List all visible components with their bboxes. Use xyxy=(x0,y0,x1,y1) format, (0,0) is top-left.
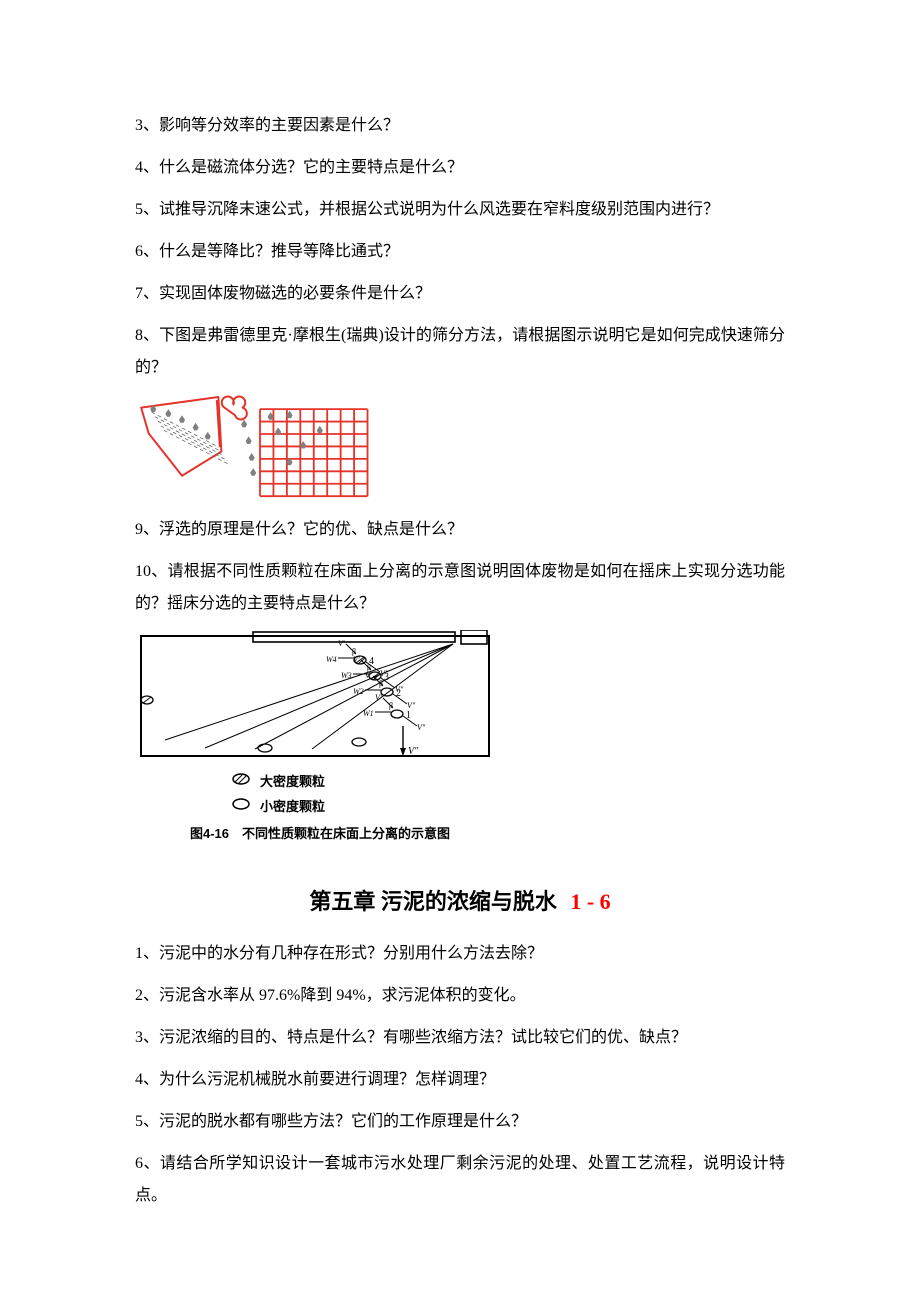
ch5-question-1: 1、污泥中的水分有几种存在形式？分别用什么方法去除？ xyxy=(135,938,785,970)
figure-2-caption: 图4-16 不同性质颗粒在床面上分离的示意图 xyxy=(190,823,785,842)
legend-dense-label: 大密度颗粒 xyxy=(260,770,325,795)
ch5-question-4: 4、为什么污泥机械脱水前要进行调理？怎样调理？ xyxy=(135,1064,785,1096)
open-ellipse-icon xyxy=(230,795,252,820)
figure-2-shaking-table: 4W4V'V"β3W3V'V"β2W2V'V"β1W1V'V"βV" 大密度颗粒… xyxy=(135,630,785,842)
svg-text:V': V' xyxy=(338,639,345,648)
question-3: 3、影响等分效率的主要因素是什么？ xyxy=(135,110,785,142)
svg-text:V': V' xyxy=(365,671,372,680)
svg-text:W3: W3 xyxy=(341,671,352,680)
svg-text:W2: W2 xyxy=(353,687,364,696)
ch5-question-6: 6、请结合所学知识设计一套城市污水处理厂剩余污泥的处理、处置工艺流程，说明设计特… xyxy=(135,1148,785,1212)
question-5: 5、试推导沉降末速公式，并根据公式说明为什么风选要在窄料度级别范围内进行？ xyxy=(135,194,785,226)
ch5-question-5: 5、污泥的脱水都有哪些方法？它们的工作原理是什么？ xyxy=(135,1106,785,1138)
question-8: 8、下图是弗雷德里克·摩根生(瑞典)设计的筛分方法，请根据图示说明它是如何完成快… xyxy=(135,320,785,384)
question-6: 6、什么是等降比？推导等降比通式？ xyxy=(135,236,785,268)
svg-text:V": V" xyxy=(417,723,426,732)
svg-text:V": V" xyxy=(408,746,419,757)
ch5-question-2: 2、污泥含水率从 97.6%降到 94%，求污泥体积的变化。 xyxy=(135,980,785,1012)
ch5-question-3: 3、污泥浓缩的目的、特点是什么？有哪些浓缩方法？试比较它们的优、缺点？ xyxy=(135,1022,785,1054)
svg-text:β: β xyxy=(389,701,393,710)
svg-text:β: β xyxy=(379,679,383,688)
question-7: 7、实现固体废物磁选的必要条件是什么？ xyxy=(135,278,785,310)
legend-dense: 大密度颗粒 xyxy=(230,770,785,795)
svg-text:W1: W1 xyxy=(363,709,374,718)
chapter-5-title: 第五章 污泥的浓缩与脱水 1 - 6 xyxy=(135,884,785,916)
svg-text:W4: W4 xyxy=(326,655,337,664)
svg-text:V": V" xyxy=(407,701,416,710)
hatched-ellipse-icon xyxy=(230,770,252,795)
svg-text:V': V' xyxy=(375,693,382,702)
chapter-5-title-text: 第五章 污泥的浓缩与脱水 xyxy=(309,889,557,914)
chapter-5-title-range: 1 - 6 xyxy=(570,889,610,914)
question-4: 4、什么是磁流体分选？它的主要特点是什么？ xyxy=(135,152,785,184)
question-10: 10、请根据不同性质颗粒在床面上分离的示意图说明固体废物是如何在摇床上实现分选功… xyxy=(135,556,785,620)
svg-text:V': V' xyxy=(353,655,360,664)
legend-light: 小密度颗粒 xyxy=(230,795,785,820)
legend-light-label: 小密度颗粒 xyxy=(260,795,325,820)
figure-1-morgensen xyxy=(135,394,785,500)
question-9: 9、浮选的原理是什么？它的优、缺点是什么？ xyxy=(135,514,785,546)
